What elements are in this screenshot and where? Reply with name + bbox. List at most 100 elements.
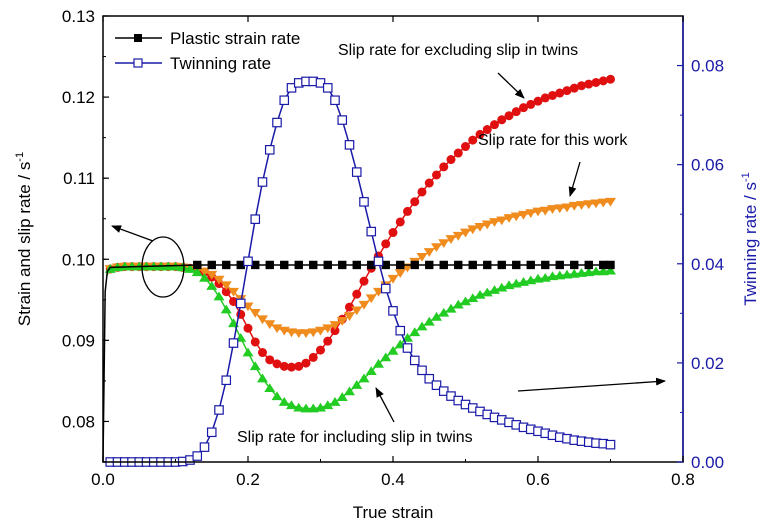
data-point	[207, 260, 216, 270]
data-point	[532, 207, 544, 217]
data-point	[191, 267, 203, 277]
data-point	[584, 79, 594, 89]
data-point	[410, 260, 419, 270]
y-axis-title-group: Strain and slip rate / s-1	[14, 152, 34, 326]
data-point	[416, 321, 428, 331]
data-point	[525, 209, 537, 219]
data-point	[236, 260, 245, 270]
data-point	[541, 260, 550, 270]
data-point	[323, 336, 333, 346]
data-point	[380, 352, 392, 362]
data-point	[250, 214, 261, 224]
x-tick-label: 0.2	[236, 470, 260, 489]
x-tick-label: 0.8	[671, 470, 695, 489]
data-point	[359, 197, 369, 207]
data-point	[533, 96, 543, 106]
arrow-including	[375, 387, 395, 423]
data-point	[258, 348, 267, 358]
data-point	[605, 439, 616, 450]
y2-tick-label: 0.06	[691, 156, 724, 175]
data-point	[481, 220, 493, 230]
data-point	[554, 204, 566, 214]
data-point	[562, 86, 572, 96]
data-point	[584, 260, 593, 270]
data-point	[453, 148, 463, 158]
data-point	[474, 222, 486, 232]
data-point	[446, 155, 456, 165]
data-point	[242, 347, 254, 357]
data-point	[351, 167, 362, 177]
annotation-excluding: Slip rate for excluding slip in twins	[338, 42, 578, 59]
data-point	[504, 111, 514, 121]
data-point	[423, 248, 435, 257]
data-point	[431, 243, 442, 253]
data-point	[344, 312, 355, 321]
data-point	[193, 260, 202, 270]
data-point	[308, 352, 318, 362]
data-point	[388, 306, 398, 316]
x-axis-title: True strain	[353, 503, 434, 522]
data-point	[439, 162, 449, 172]
data-point	[474, 290, 486, 299]
y2-tick-label: 0.02	[691, 354, 724, 373]
y2-tick-label: 0.04	[691, 255, 724, 274]
data-point	[265, 260, 274, 270]
data-point	[598, 76, 608, 86]
data-point	[264, 320, 276, 330]
data-point	[518, 210, 529, 220]
data-point	[590, 199, 602, 209]
data-point	[403, 206, 412, 216]
data-point	[526, 260, 535, 270]
axes-layer: 0.0 0.2 0.4 0.6 0.8 0.08 0.09 0.10 0.11 0.12 0.13 0…	[62, 7, 724, 489]
data-point	[482, 125, 492, 135]
arrow-left-axis	[111, 225, 154, 242]
data-point	[358, 300, 370, 310]
data-point	[323, 260, 332, 270]
data-point	[597, 198, 609, 208]
data-point	[279, 361, 289, 371]
series-line	[105, 78, 611, 368]
data-point	[606, 260, 615, 270]
data-point	[249, 308, 261, 318]
data-point	[329, 397, 341, 406]
data-point	[228, 338, 239, 348]
data-point	[445, 303, 457, 313]
annotation-this-work: Slip rate for this work	[478, 132, 628, 149]
data-point	[366, 226, 377, 237]
data-point	[460, 228, 471, 238]
data-point	[345, 302, 354, 312]
highlight-ellipse	[141, 236, 185, 298]
data-point	[257, 315, 268, 325]
data-point	[228, 287, 239, 297]
data-point	[315, 402, 326, 412]
data-point	[425, 260, 434, 270]
data-point	[467, 225, 479, 235]
y-axis-title-main: Strain and slip rate / s	[15, 162, 34, 326]
data-point	[606, 74, 615, 84]
data-point	[599, 260, 608, 270]
legend-marker-plastic	[134, 34, 142, 42]
data-point	[387, 274, 399, 284]
data-point	[359, 276, 369, 286]
data-point	[293, 402, 305, 412]
data-point	[199, 272, 210, 282]
data-point	[220, 281, 232, 291]
y2-axis-title-sup: -1	[740, 172, 752, 182]
data-point	[438, 386, 449, 396]
data-point	[199, 442, 210, 452]
data-point	[461, 142, 470, 152]
data-point	[315, 78, 326, 88]
data-point	[548, 90, 557, 100]
data-point	[452, 231, 464, 241]
data-point	[496, 216, 508, 226]
legend-label-twinning: Twinning rate	[170, 54, 271, 73]
y2-axis-title-main: Twinning rate / s	[741, 182, 760, 306]
data-point	[126, 261, 138, 271]
data-point	[555, 88, 565, 98]
data-point	[475, 129, 485, 139]
data-point	[322, 400, 334, 410]
data-point	[265, 355, 275, 365]
data-point	[432, 170, 441, 180]
data-point	[221, 287, 231, 297]
data-point	[468, 135, 478, 145]
